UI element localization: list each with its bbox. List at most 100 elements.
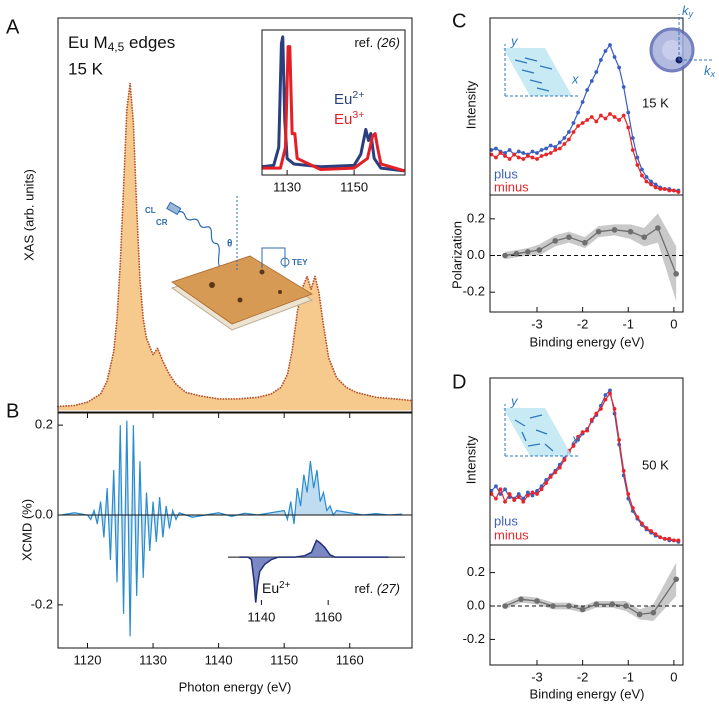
series-marker bbox=[503, 487, 507, 492]
series-marker bbox=[636, 611, 643, 618]
legend-entry: Eu3+ bbox=[334, 109, 364, 128]
y-axis-label: Intensity bbox=[463, 435, 478, 484]
series-marker bbox=[621, 113, 626, 118]
area-edge bbox=[238, 539, 390, 603]
series-marker bbox=[535, 151, 539, 155]
x-tick-label: 0 bbox=[670, 669, 677, 684]
series-marker bbox=[623, 603, 629, 609]
area-fill bbox=[239, 540, 389, 603]
series-marker bbox=[534, 598, 540, 604]
series-marker bbox=[644, 175, 649, 179]
legend-entry: minus bbox=[494, 527, 529, 542]
series-marker bbox=[585, 428, 590, 433]
series-marker bbox=[553, 148, 558, 152]
series-marker bbox=[653, 185, 658, 190]
x-tick-label: -1 bbox=[622, 316, 634, 331]
annotation: CR bbox=[156, 218, 168, 227]
series-marker bbox=[507, 492, 512, 496]
series-marker bbox=[498, 487, 503, 492]
series-marker bbox=[585, 118, 590, 122]
series-marker bbox=[649, 529, 653, 533]
series-marker bbox=[571, 444, 576, 448]
plot-border bbox=[57, 17, 413, 413]
series-marker bbox=[626, 125, 631, 130]
series-marker bbox=[507, 148, 512, 152]
chart-subtitle: 50 K bbox=[642, 457, 669, 472]
series-marker bbox=[553, 145, 558, 149]
x-tick-label: -2 bbox=[577, 316, 589, 331]
series-marker bbox=[673, 576, 679, 583]
y-axis-label: Intensity bbox=[463, 80, 478, 129]
data-label: Eu2+ bbox=[262, 580, 291, 596]
series-marker bbox=[503, 154, 507, 158]
x-tick-label: 1160 bbox=[314, 609, 342, 624]
annotation: ky bbox=[682, 3, 694, 19]
series-marker bbox=[535, 492, 539, 496]
legend-entry: plus bbox=[494, 166, 518, 181]
series-marker bbox=[530, 490, 535, 495]
series-line bbox=[61, 420, 403, 637]
series-marker bbox=[608, 388, 612, 393]
series-marker bbox=[566, 234, 572, 240]
series-marker bbox=[603, 397, 608, 402]
error-band bbox=[505, 562, 677, 622]
series-marker bbox=[530, 155, 535, 160]
series-marker bbox=[608, 391, 612, 396]
annotation: x bbox=[571, 431, 579, 446]
series-marker bbox=[516, 149, 521, 154]
series-marker bbox=[582, 239, 588, 246]
series-marker bbox=[655, 225, 661, 231]
series-marker bbox=[603, 116, 608, 121]
annotation: y bbox=[510, 393, 519, 408]
series-marker bbox=[513, 250, 520, 257]
area-fill bbox=[58, 83, 412, 411]
y-axis-label: Polarization bbox=[449, 221, 464, 289]
series-marker bbox=[544, 481, 549, 486]
series-marker bbox=[594, 70, 599, 74]
series-marker bbox=[617, 65, 622, 70]
x-tick-label: -2 bbox=[577, 669, 589, 684]
series-marker bbox=[516, 155, 521, 160]
series-marker bbox=[567, 130, 571, 134]
series-marker bbox=[579, 606, 586, 613]
x-tick-label: 1120 bbox=[74, 652, 102, 667]
series-marker bbox=[626, 492, 631, 496]
series-marker bbox=[507, 157, 512, 161]
d-schematic: y x bbox=[503, 393, 580, 457]
series-marker bbox=[658, 535, 663, 540]
series-marker bbox=[567, 137, 571, 142]
series-marker bbox=[612, 407, 617, 411]
series-marker bbox=[530, 149, 535, 154]
series-marker bbox=[503, 499, 507, 504]
series-marker bbox=[650, 609, 657, 616]
series-marker bbox=[621, 85, 626, 89]
plot-border bbox=[57, 412, 413, 649]
plot-frame bbox=[57, 17, 413, 413]
series-marker bbox=[502, 252, 508, 259]
panel-letter: D bbox=[452, 371, 466, 393]
error-band bbox=[505, 213, 677, 302]
series-marker bbox=[671, 188, 676, 193]
series-marker bbox=[640, 173, 644, 178]
series-marker bbox=[503, 151, 507, 155]
y-tick-label: 0.2 bbox=[467, 564, 485, 579]
series-marker bbox=[544, 146, 549, 151]
plot-border bbox=[261, 29, 406, 176]
series-marker bbox=[535, 488, 539, 493]
series-marker bbox=[552, 238, 559, 244]
series-marker bbox=[548, 151, 553, 155]
series-marker bbox=[539, 148, 544, 152]
annotation: x bbox=[571, 71, 579, 86]
series-marker bbox=[627, 228, 634, 235]
y-tick-label: 0.2 bbox=[35, 417, 53, 432]
x-tick-label: 1160 bbox=[336, 652, 364, 667]
series-marker bbox=[598, 407, 603, 411]
series-marker bbox=[571, 121, 576, 125]
x-axis-label: Binding energy (eV) bbox=[530, 334, 645, 349]
series-marker bbox=[658, 187, 663, 191]
annotation: θ bbox=[227, 239, 232, 250]
series-marker bbox=[525, 490, 530, 495]
plot-border bbox=[489, 544, 684, 666]
series-marker bbox=[603, 49, 608, 53]
